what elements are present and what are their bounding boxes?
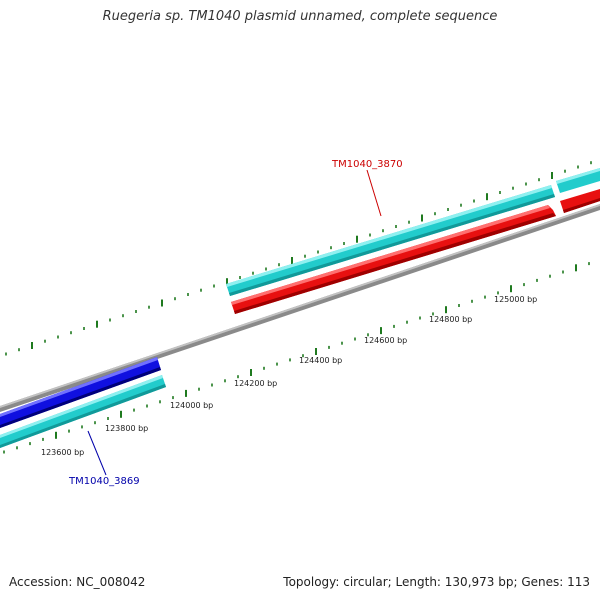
ruler-label: 123800 bp — [105, 424, 148, 433]
cds-bar-tm1040-3869[interactable] — [0, 357, 161, 428]
accession-text: Accession: NC_008042 — [9, 575, 146, 589]
cds-bar-next[interactable] — [560, 189, 600, 213]
ruler-label: 124000 bp — [170, 401, 213, 410]
outer-tick-marks — [5, 161, 592, 356]
backbone — [0, 204, 600, 412]
cds-arrow-tm1040-3870[interactable] — [231, 205, 556, 314]
label-leader-tm1040-3869 — [87, 430, 107, 476]
ruler-label: 125000 bp — [494, 295, 537, 304]
ruler-label: 123600 bp — [41, 448, 84, 457]
gene-bar-tm1040-3870[interactable] — [226, 185, 555, 296]
inner-tick-marks — [3, 262, 590, 454]
map-title: Ruegeria sp. TM1040 plasmid unnamed, com… — [102, 9, 498, 24]
feature-label-tm1040-3870[interactable]: TM1040_3870 — [331, 159, 403, 170]
ruler-label: 124600 bp — [364, 336, 407, 345]
feature-tm1040-3870[interactable] — [226, 168, 600, 314]
ruler-labels: 123600 bp 123800 bp 124000 bp 124200 bp … — [41, 295, 537, 457]
feature-label-tm1040-3869[interactable]: TM1040_3869 — [68, 476, 140, 487]
label-leader-tm1040-3870 — [366, 169, 382, 217]
topology-summary: Topology: circular; Length: 130,973 bp; … — [283, 575, 590, 589]
ruler-label: 124200 bp — [234, 379, 277, 388]
feature-tm1040-3869[interactable] — [0, 357, 166, 448]
ruler-label: 124400 bp — [299, 356, 342, 365]
ruler-label: 124800 bp — [429, 315, 472, 324]
